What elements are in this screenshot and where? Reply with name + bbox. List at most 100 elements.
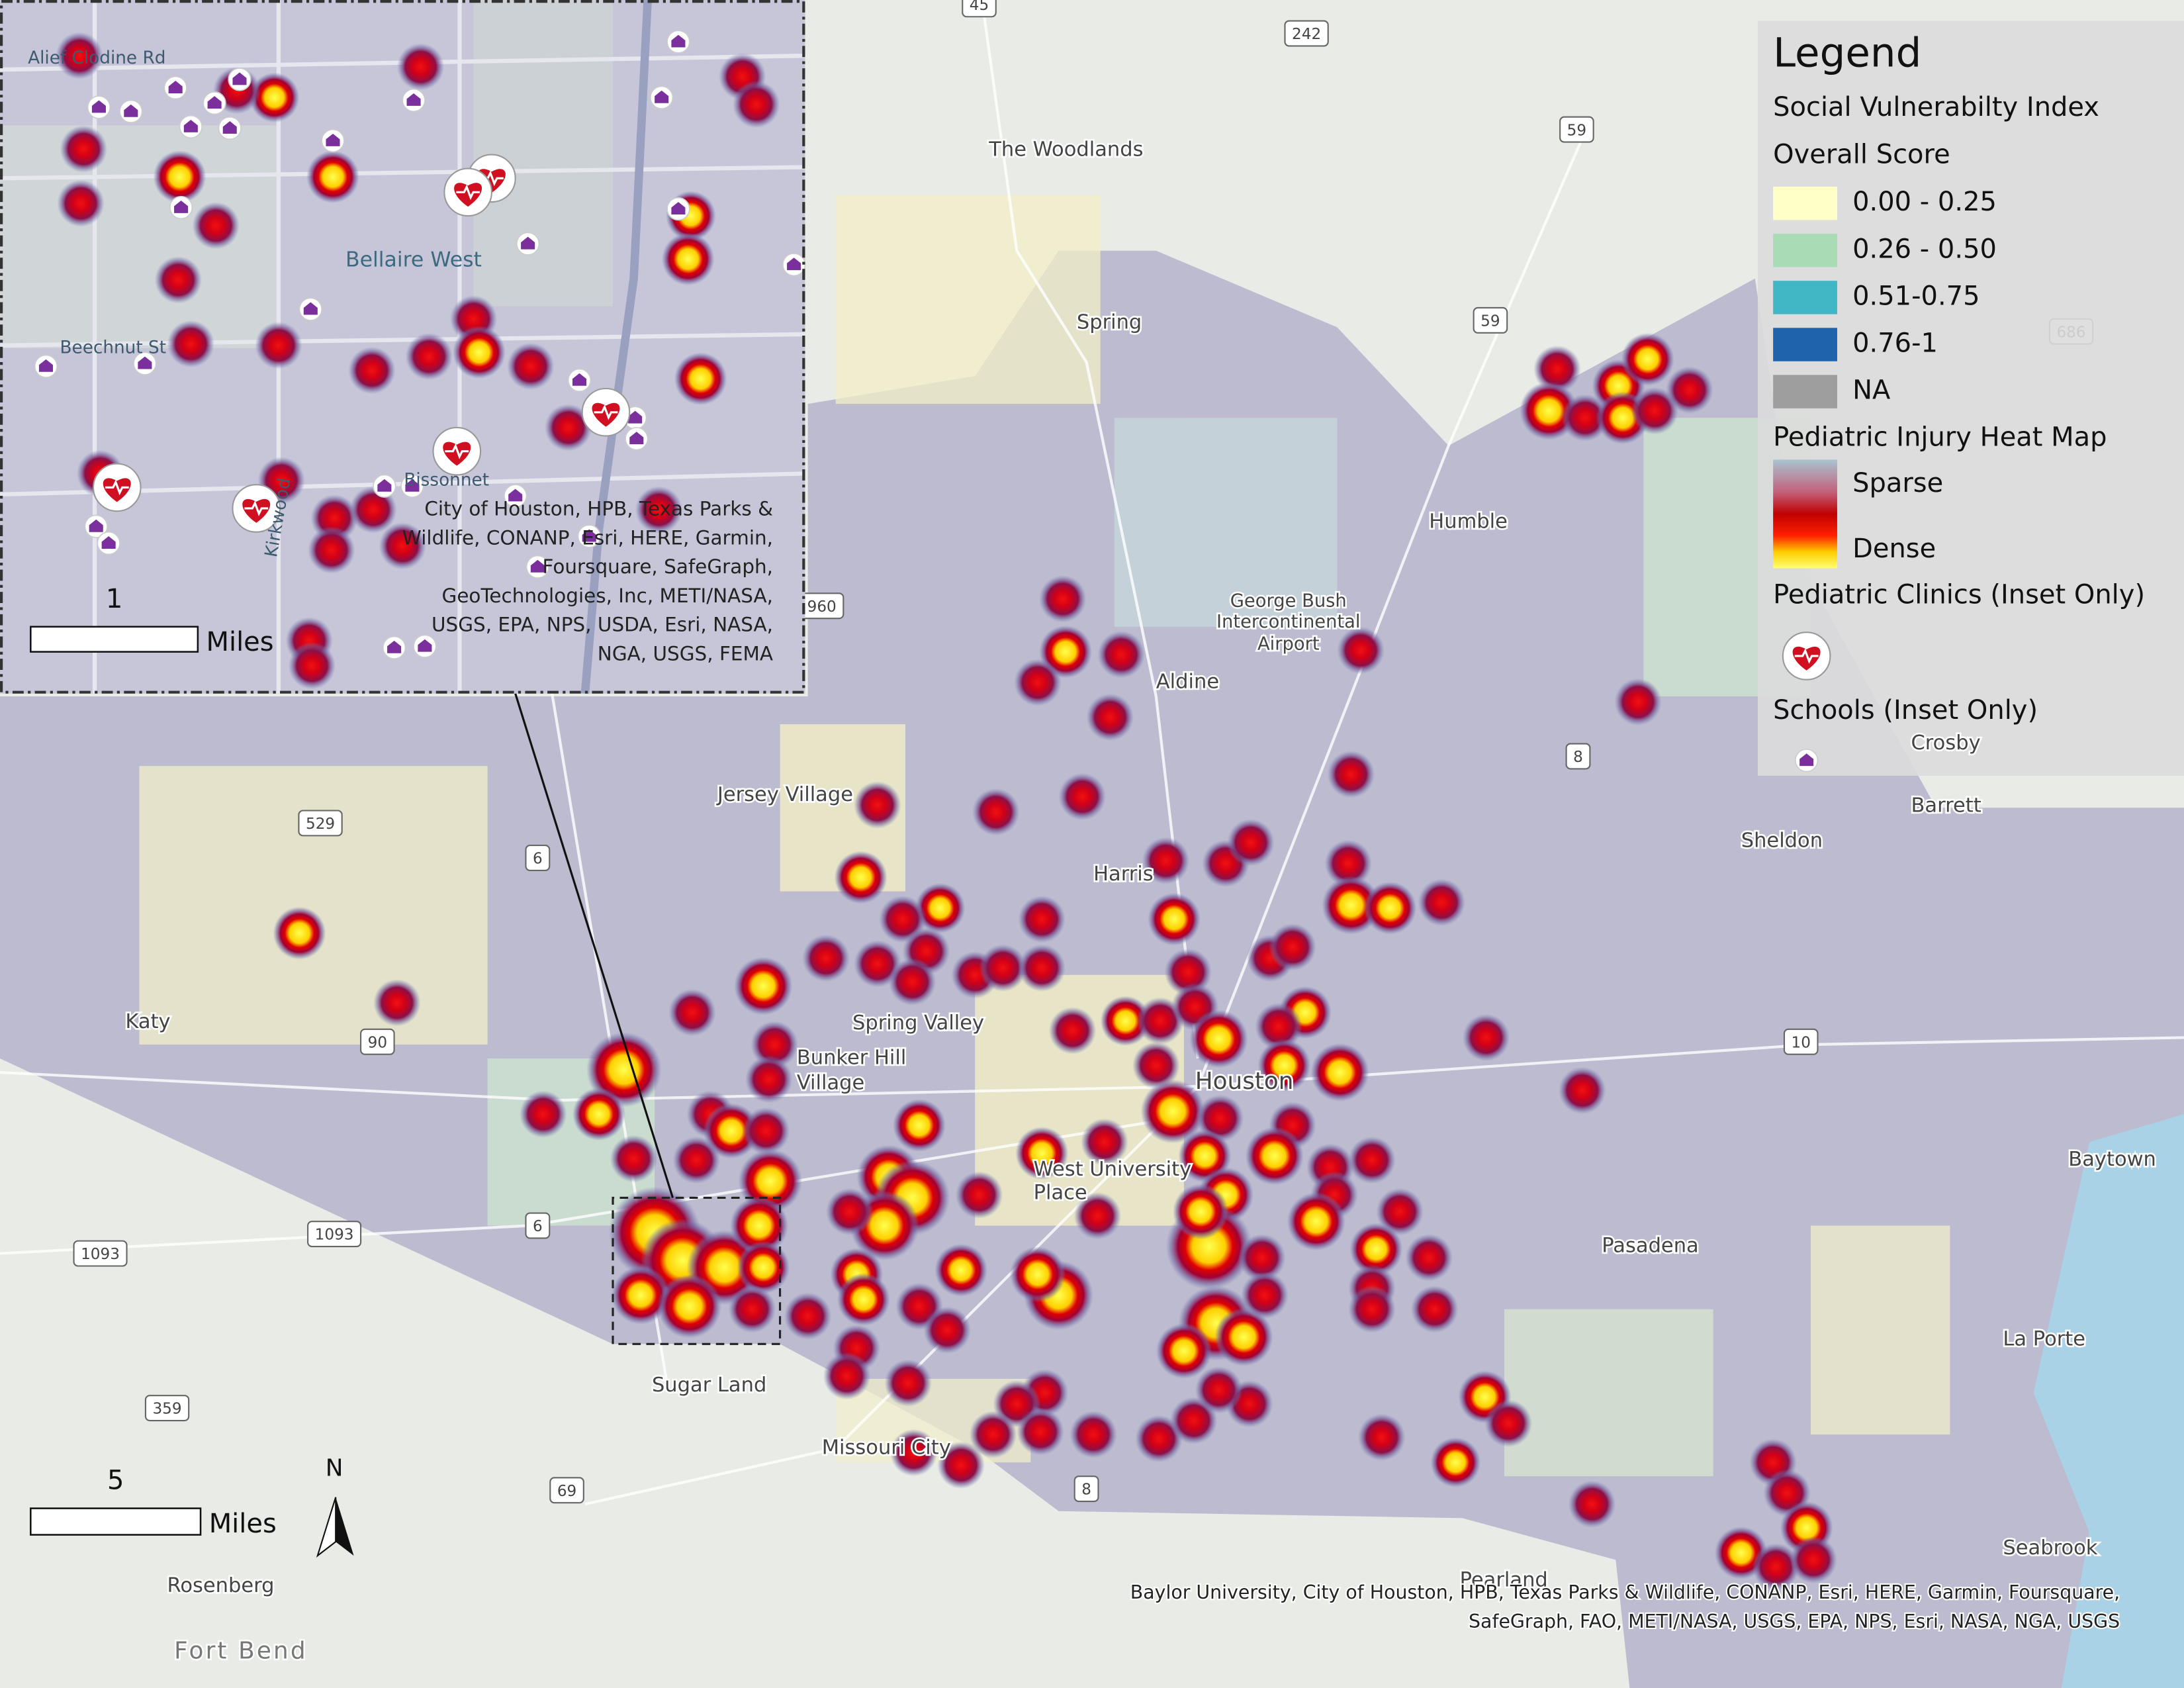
heat-spot [586, 1032, 662, 1107]
svi-patch [835, 195, 1101, 404]
heat-spot [1462, 1013, 1510, 1062]
school-icon-glyph [101, 536, 116, 549]
place-label: Pasadena [1602, 1235, 1698, 1258]
heat-spot [937, 1441, 985, 1489]
heat-spot [57, 179, 105, 227]
heat-spot [249, 72, 300, 123]
heat-spot [1752, 1543, 1800, 1591]
road-shield-label: 529 [306, 816, 335, 833]
clinic-pulse [445, 443, 469, 459]
road-shield-label: 242 [1292, 26, 1321, 43]
heat-spot [1348, 1285, 1396, 1333]
place-label: Crosby [1911, 731, 1981, 755]
heat-spot [923, 1306, 971, 1354]
road-shield [298, 810, 343, 837]
road-shield [73, 1240, 128, 1267]
heat-spot [1614, 678, 1662, 726]
heat-spot [837, 1273, 890, 1326]
heat-spot [728, 1285, 776, 1333]
heat-spot [60, 125, 108, 173]
road-shield-label: 90 [368, 1034, 387, 1051]
heat-spot [379, 522, 427, 570]
heat-spot [826, 1188, 874, 1236]
heat-spot [572, 1088, 625, 1141]
school-icon-glyph [787, 258, 801, 271]
place-label: Sheldon [1741, 829, 1823, 852]
road-shield-label: 1093 [81, 1246, 120, 1263]
place-label: Pearland [1460, 1568, 1548, 1591]
legend-text: 0.76-1 [1852, 328, 1938, 359]
heat-spot [888, 958, 936, 1006]
heat-spot [1245, 1127, 1304, 1186]
road-shield-label: 10 [1792, 1034, 1811, 1051]
school-icon-glyph [572, 373, 587, 386]
heat-spot [1257, 1039, 1311, 1092]
legend-text: Social Vulnerabilty Index [1773, 92, 2099, 122]
place-label: Spring Valley [852, 1011, 984, 1035]
heat-spot [1189, 1009, 1248, 1068]
heat-spot [1140, 1079, 1205, 1144]
heat-spot [1287, 1192, 1346, 1251]
heat-spot [507, 342, 555, 391]
heat-spot [611, 1266, 670, 1325]
inset-text: Alief Clodine Rd Bellaire West Beechnut St… [28, 48, 773, 665]
road-shield-label: 960 [807, 598, 837, 616]
heat-spot [1015, 1127, 1069, 1180]
place-label: Sugar Land [652, 1374, 766, 1397]
legend: Legend Social Vulnerabilty Index Overall S… [1757, 21, 2184, 776]
road-shield [1073, 1476, 1099, 1503]
legend-text: 0.26 - 0.50 [1852, 234, 1997, 264]
clinic-heart [1792, 646, 1821, 671]
heat-spot [1073, 1192, 1122, 1240]
school-icon-glyph [89, 519, 103, 532]
heat-spot [1363, 881, 1417, 935]
north-label: N [326, 1455, 343, 1482]
school-icon-glyph [303, 302, 318, 315]
heat-spot [884, 1359, 932, 1407]
heat-spot [955, 1171, 1003, 1219]
road-shield [1559, 116, 1594, 143]
heat-spot [1269, 923, 1316, 971]
school-icon-glyph [582, 529, 596, 542]
svi-patch [1114, 418, 1338, 627]
place-label: Houston [1195, 1068, 1294, 1095]
school-icon-glyph [377, 479, 392, 492]
road-shield [307, 1221, 362, 1248]
road-shield [525, 1212, 551, 1239]
heat-spot [373, 979, 421, 1027]
heat-spot [729, 1196, 789, 1255]
clinic-heart [454, 183, 482, 207]
heat-spot [1324, 839, 1373, 888]
heat-spot [1148, 892, 1201, 946]
heat-spot [1014, 659, 1062, 706]
attribution: Baylor University, City of Houston, HPB,… [1130, 1581, 2120, 1603]
school-icon-glyph [38, 359, 53, 372]
heat-spot [1086, 693, 1134, 741]
heat-spot [167, 320, 215, 368]
heat-spot [1018, 895, 1066, 943]
heat-spot [972, 788, 1020, 836]
heat-spot [1058, 773, 1107, 821]
road-shield [1473, 306, 1508, 334]
heat-spot [745, 1055, 793, 1103]
inset-street-label: Bellaire West [345, 248, 482, 271]
legend-swatch [1773, 281, 1837, 314]
heat-spot [915, 882, 966, 933]
place-label: George Bush [1230, 590, 1347, 611]
school-icon-glyph [671, 34, 686, 48]
heat-spot [784, 1292, 832, 1340]
scale-bar [30, 1507, 202, 1536]
place-label: Baytown [2068, 1148, 2156, 1171]
heat-spot [349, 486, 397, 534]
place-label: Intercontinental [1216, 612, 1361, 632]
heat-spot [1310, 1043, 1369, 1102]
heat-spot [306, 150, 359, 204]
inset-attribution: City of Houston, HPB, Texas Parks & [424, 498, 773, 520]
scale-unit: Miles [209, 1509, 277, 1539]
legend-text: Pediatric Injury Heat Map [1773, 422, 2107, 453]
heat-spot [405, 332, 453, 381]
legend-text: Dense [1852, 534, 1936, 564]
heat-spot [854, 781, 901, 829]
place-label: Aldine [1156, 670, 1219, 693]
